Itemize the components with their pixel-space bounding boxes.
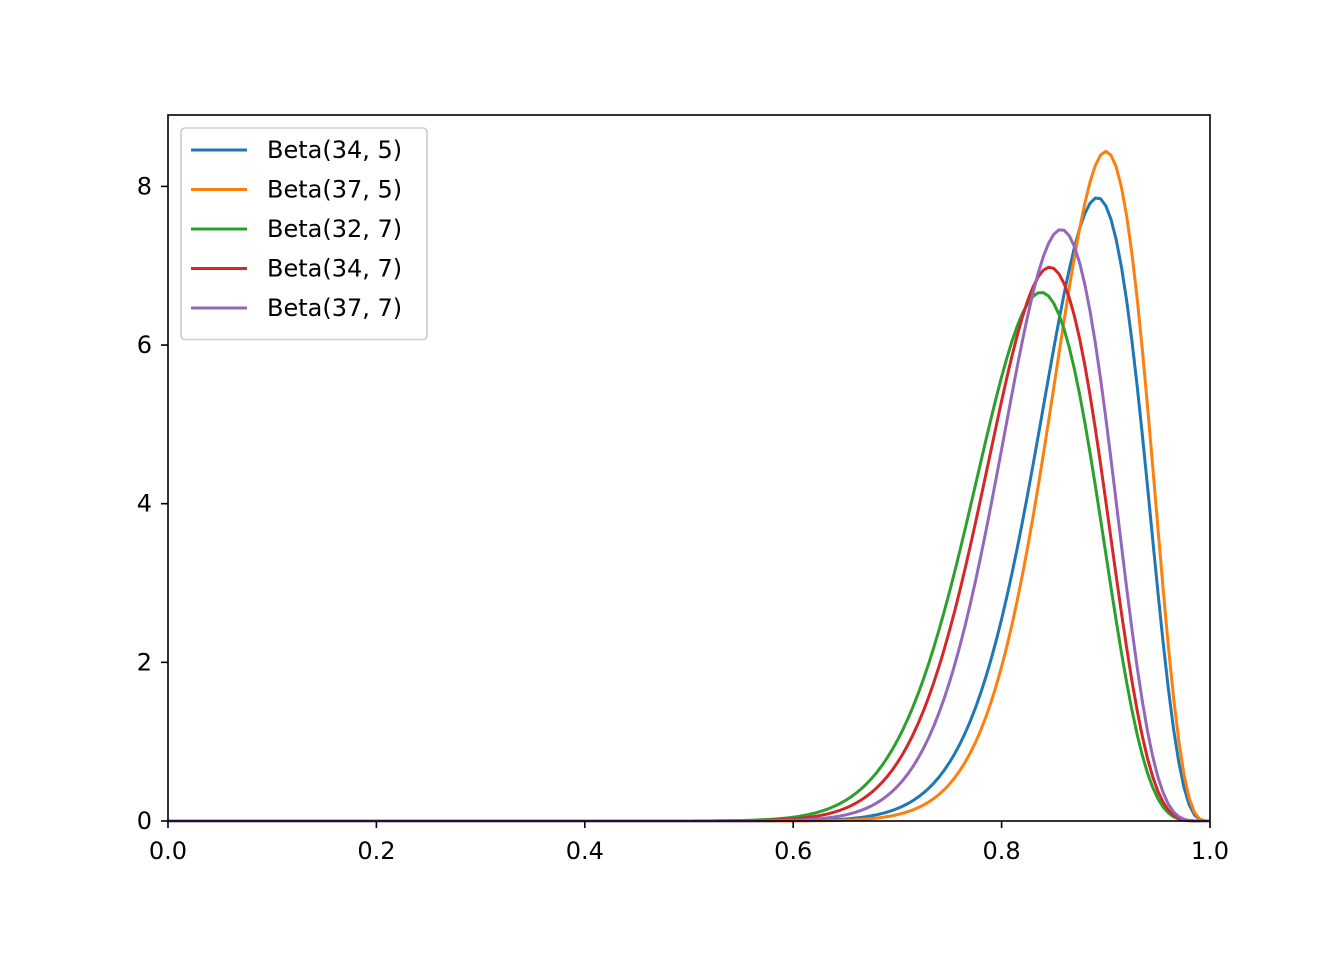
x-tick-label: 0.8 bbox=[983, 837, 1021, 865]
y-tick-label: 2 bbox=[137, 648, 152, 676]
legend: Beta(34, 5) Beta(37, 5) Beta(32, 7) Beta(34… bbox=[180, 127, 428, 341]
plot-frame bbox=[167, 114, 1211, 822]
y-tick-label: 4 bbox=[137, 490, 152, 518]
legend-label-1: Beta(34, 5) bbox=[267, 136, 402, 164]
y-tick-label: 8 bbox=[137, 172, 152, 200]
x-axis: 0.0 0.2 0.4 0.6 0.8 1.0 bbox=[149, 821, 1229, 865]
x-tick-label: 1.0 bbox=[1191, 837, 1229, 865]
legend-label-4: Beta(34, 7) bbox=[267, 255, 402, 283]
y-axis: 0 2 4 6 8 bbox=[137, 172, 168, 835]
x-tick-label: 0.2 bbox=[357, 837, 395, 865]
y-tick-label: 0 bbox=[137, 807, 152, 835]
legend-box bbox=[180, 127, 428, 341]
x-tick-label: 0.4 bbox=[566, 837, 604, 865]
x-tick-label: 0.0 bbox=[149, 837, 187, 865]
x-tick-label: 0.6 bbox=[774, 837, 812, 865]
legend-label-5: Beta(37, 7) bbox=[267, 294, 402, 322]
legend-label-3: Beta(32, 7) bbox=[267, 215, 402, 243]
legend-label-2: Beta(37, 5) bbox=[267, 176, 402, 204]
y-tick-label: 6 bbox=[137, 331, 152, 359]
